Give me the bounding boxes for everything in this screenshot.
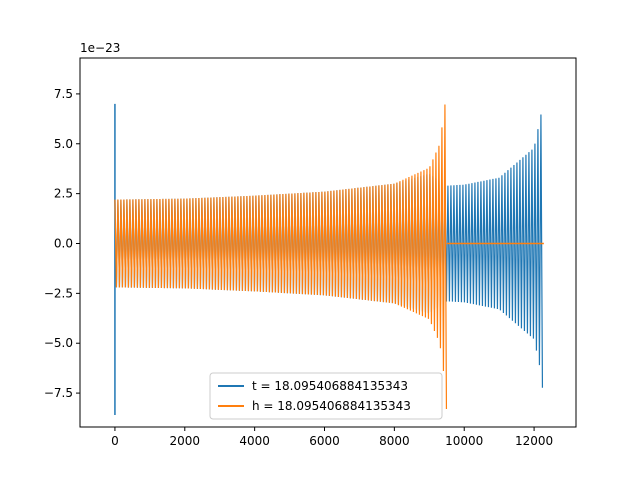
x-tick-label: 8000 (379, 434, 410, 448)
legend-label-0: t = 18.095406884135343 (252, 379, 408, 393)
y-tick-label: 2.5 (54, 187, 73, 201)
series-line-1 (114, 104, 448, 409)
y-tick-label: 0.0 (54, 236, 73, 250)
y-tick-label: −2.5 (44, 286, 73, 300)
x-tick-label: 2000 (170, 434, 201, 448)
y-tick-label: −7.5 (44, 386, 73, 400)
y-axis-offset-label: 1e−23 (80, 41, 120, 55)
x-tick-label: 6000 (309, 434, 340, 448)
axes (79, 57, 577, 428)
legend-label-1: h = 18.095406884135343 (252, 399, 411, 413)
axes-frame (79, 57, 577, 428)
x-tick-label: 0 (111, 434, 119, 448)
x-axis-ticks: 0 2000 4000 6000 8000 10000 12000 (111, 427, 553, 448)
x-tick-label: 10000 (445, 434, 483, 448)
legend-box (209, 372, 443, 420)
legend: t = 18.095406884135343 h = 18.09540688413… (209, 372, 443, 420)
y-tick-label: −5.0 (44, 336, 73, 350)
y-axis-ticks: −7.5 −5.0 −2.5 0.0 2.5 5.0 7.5 (44, 87, 80, 400)
x-tick-label: 12000 (515, 434, 553, 448)
x-tick-label: 4000 (239, 434, 270, 448)
y-tick-label: 7.5 (54, 87, 73, 101)
y-tick-label: 5.0 (54, 137, 73, 151)
plot-area (114, 103, 544, 416)
